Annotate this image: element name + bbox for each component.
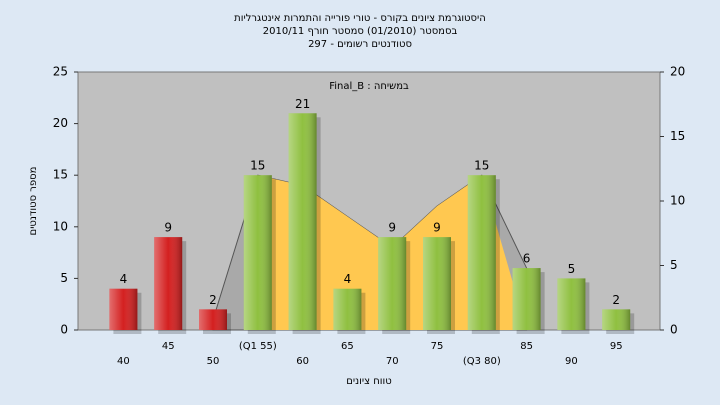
y-axis-label: מספר סטודנטים	[28, 167, 39, 236]
y2-tick-label: 15	[670, 129, 685, 143]
data-label: 15	[474, 159, 489, 173]
x-tick-label: 90	[565, 356, 578, 367]
x-tick-label: 85	[520, 341, 533, 352]
bar-shade	[154, 237, 183, 330]
x-tick-label: (Q1 55)	[239, 341, 277, 352]
data-label: 2	[612, 293, 620, 307]
data-label: 21	[295, 97, 310, 111]
bar-shade	[512, 268, 541, 330]
y-tick-label: 25	[53, 65, 68, 79]
annotation: במשיחה : Final_B	[329, 81, 409, 92]
y2-tick-label: 0	[670, 323, 678, 337]
x-tick-label: 60	[296, 356, 309, 367]
bar-shade	[109, 288, 138, 330]
y2-tick-label: 10	[670, 194, 685, 208]
bar-shade	[378, 237, 407, 330]
bar-shade	[557, 278, 586, 330]
data-label: 9	[388, 221, 396, 235]
bar-shade	[288, 113, 317, 330]
x-tick-label: 95	[610, 341, 623, 352]
x-tick-label: 75	[431, 341, 444, 352]
bar-shade	[423, 237, 451, 330]
y-tick-label: 10	[53, 219, 68, 233]
x-axis-label: טווח ציונים	[346, 376, 391, 387]
data-label: 15	[250, 159, 265, 173]
y2-tick-label: 20	[670, 65, 685, 79]
bar-shade	[467, 175, 496, 330]
data-label: 6	[523, 252, 531, 266]
bar-shade	[333, 288, 362, 330]
y2-tick-label: 5	[670, 258, 678, 272]
data-label: 9	[164, 221, 172, 235]
data-label: 2	[209, 293, 217, 307]
y-tick-label: 15	[53, 168, 68, 182]
x-tick-label: (Q3 80)	[463, 356, 501, 367]
bar-shade	[243, 175, 272, 330]
y-tick-label: 0	[60, 323, 68, 337]
data-label: 5	[568, 262, 576, 276]
bar-shade	[199, 309, 227, 330]
chart-subtitle: סטודנטים רשומים - 297	[308, 39, 412, 50]
x-tick-label: 45	[162, 341, 175, 352]
y-tick-label: 20	[53, 116, 68, 130]
x-tick-label: 50	[207, 356, 220, 367]
data-label: 4	[344, 272, 352, 286]
x-tick-label: 65	[341, 341, 354, 352]
data-label: 4	[120, 272, 128, 286]
chart-subtitle: בסמסטר (01/2010) סמסטר חורף 2010/11	[263, 26, 458, 37]
x-tick-label: 70	[386, 356, 399, 367]
data-label: 9	[433, 221, 441, 235]
y-tick-label: 5	[60, 271, 68, 285]
bar-shade	[602, 309, 631, 330]
x-tick-label: 40	[117, 356, 130, 367]
chart-title: היסטוגרמת ציונים בקורס - טורי פורייה והת…	[234, 13, 486, 24]
